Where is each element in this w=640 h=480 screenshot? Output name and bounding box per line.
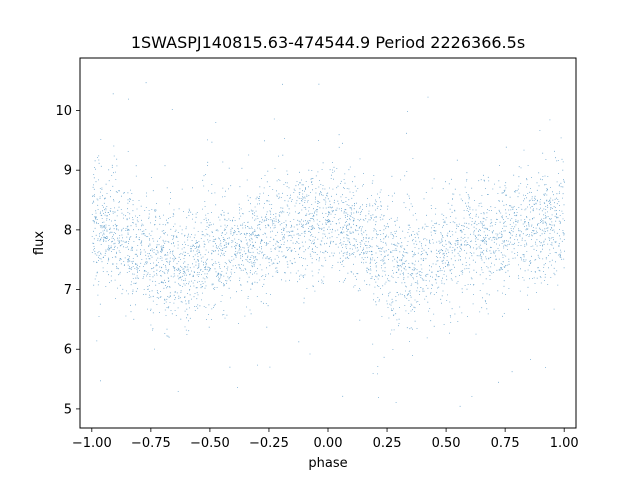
- x-tick-label: −0.75: [131, 436, 171, 451]
- y-axis: 5 6 7 8 9 10: [55, 104, 80, 417]
- x-tick-label: −0.25: [249, 436, 289, 451]
- y-tick-label: 6: [64, 343, 72, 358]
- x-tick-label: −0.50: [190, 436, 230, 451]
- chart-title: 1SWASPJ140815.63-474544.9 Period 2226366…: [131, 33, 525, 52]
- x-tick-label: 0.50: [432, 436, 461, 451]
- x-axis: −1.00 −0.75 −0.50 −0.25 0.00 0.25 0.50 0.75 1.00: [72, 428, 579, 451]
- y-tick-label: 8: [64, 223, 72, 238]
- x-axis-label: phase: [308, 456, 347, 471]
- x-tick-label: 0.75: [491, 436, 520, 451]
- x-tick-label: 1.00: [550, 436, 579, 451]
- x-tick-label: 0.25: [373, 436, 402, 451]
- y-tick-label: 10: [55, 104, 72, 119]
- y-tick-label: 7: [64, 283, 72, 298]
- y-axis-label: flux: [32, 231, 47, 255]
- y-tick-label: 5: [64, 402, 72, 417]
- y-tick-label: 9: [64, 164, 72, 179]
- x-tick-label: 0.00: [314, 436, 343, 451]
- x-tick-label: −1.00: [72, 436, 112, 451]
